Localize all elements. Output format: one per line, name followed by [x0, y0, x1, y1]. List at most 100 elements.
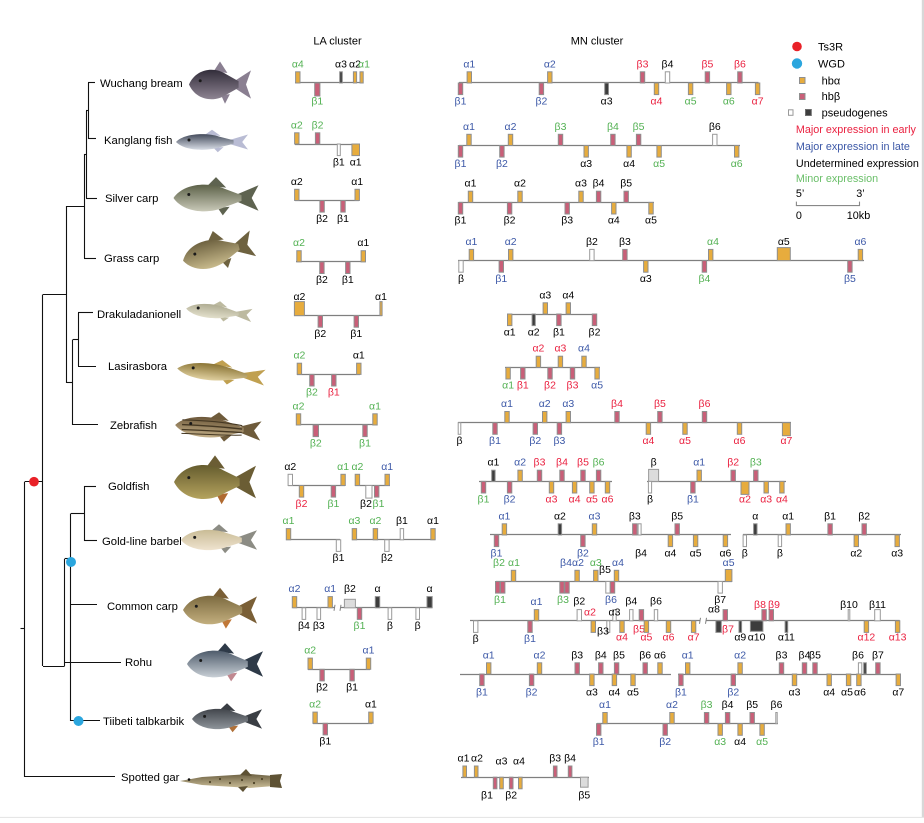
svg-text:α3: α3 — [586, 686, 598, 698]
svg-text:β1: β1 — [517, 380, 529, 392]
svg-text:α1: α1 — [369, 400, 381, 412]
svg-text:β3: β3 — [629, 510, 641, 522]
svg-text:0: 0 — [796, 210, 802, 222]
svg-text:β6: β6 — [650, 595, 662, 607]
svg-text:β1: β1 — [524, 633, 536, 645]
svg-text:β3: β3 — [776, 649, 788, 661]
svg-text:β2: β2 — [493, 557, 505, 569]
svg-text:α4: α4 — [664, 547, 676, 559]
svg-text:β1: β1 — [687, 494, 699, 506]
svg-text:α1: α1 — [427, 515, 439, 527]
svg-text:α7: α7 — [752, 95, 764, 107]
svg-text:α3: α3 — [760, 494, 772, 506]
svg-text:α1: α1 — [682, 649, 694, 661]
svg-text:Major expression in early: Major expression in early — [796, 124, 917, 136]
svg-text:β2: β2 — [312, 119, 324, 131]
svg-text:α3: α3 — [580, 158, 592, 170]
svg-text:β3: β3 — [555, 121, 567, 133]
svg-text:α4: α4 — [608, 215, 620, 227]
svg-text:β4: β4 — [556, 457, 568, 469]
svg-text:α2: α2 — [289, 583, 301, 595]
svg-text:α3: α3 — [546, 494, 558, 506]
svg-text:Lasirasbora: Lasirasbora — [108, 361, 168, 373]
svg-text:β1: β1 — [350, 328, 362, 340]
svg-text:hbα: hbα — [822, 75, 841, 87]
svg-text:β5: β5 — [599, 564, 611, 576]
svg-text:Tiibeti talbkarbik: Tiibeti talbkarbik — [103, 716, 185, 728]
svg-text:β7: β7 — [722, 623, 734, 635]
svg-text:β2: β2 — [316, 682, 328, 694]
svg-text:α5: α5 — [645, 215, 657, 227]
svg-text:α2: α2 — [528, 326, 540, 338]
svg-text:β1: β1 — [593, 736, 605, 748]
svg-text:α2: α2 — [293, 350, 305, 362]
svg-text:β5: β5 — [578, 790, 590, 802]
svg-text:α1: α1 — [531, 596, 543, 608]
svg-text:pseudogenes: pseudogenes — [822, 107, 889, 119]
svg-text:α2: α2 — [291, 176, 303, 188]
svg-text:β4: β4 — [560, 557, 572, 569]
svg-text:α5: α5 — [679, 435, 691, 447]
svg-text:β2: β2 — [586, 236, 598, 248]
svg-text:α6: α6 — [663, 631, 675, 643]
svg-text:β6: β6 — [593, 457, 605, 469]
svg-text:β5: β5 — [577, 457, 589, 469]
svg-text:β4: β4 — [607, 121, 619, 133]
svg-text:α4: α4 — [616, 631, 628, 643]
svg-text:Rohu: Rohu — [125, 657, 152, 669]
svg-text:Major expression in late: Major expression in late — [796, 141, 910, 153]
svg-text:α1: α1 — [283, 515, 295, 527]
svg-text:β1: β1 — [333, 156, 345, 168]
svg-text:β6: β6 — [639, 649, 651, 661]
svg-text:β3: β3 — [571, 649, 583, 661]
svg-text:β3: β3 — [637, 58, 649, 70]
svg-text:α: α — [374, 583, 380, 595]
svg-text:β4: β4 — [662, 58, 674, 70]
svg-text:β5: β5 — [633, 121, 645, 133]
svg-text:α1: α1 — [693, 457, 705, 469]
svg-text:α: α — [752, 510, 758, 522]
svg-text:β2: β2 — [344, 583, 356, 595]
svg-text:β1: β1 — [328, 387, 340, 399]
svg-text:β1: β1 — [396, 515, 408, 527]
svg-text:α2: α2 — [514, 457, 526, 469]
svg-text:α1: α1 — [324, 583, 336, 595]
svg-text:β5: β5 — [809, 649, 821, 661]
svg-text:α3: α3 — [335, 58, 347, 70]
svg-text:β1: β1 — [481, 790, 493, 802]
svg-text:β2: β2 — [360, 498, 372, 510]
svg-text:β: β — [473, 633, 479, 645]
svg-text:α8: α8 — [708, 603, 720, 615]
svg-text:α5: α5 — [640, 631, 652, 643]
svg-text:α5: α5 — [627, 686, 639, 698]
svg-text:α4: α4 — [292, 58, 304, 70]
svg-text:α1: α1 — [498, 510, 510, 522]
svg-text:α3: α3 — [554, 343, 566, 355]
svg-text:α2: α2 — [293, 237, 305, 249]
svg-text:β4: β4 — [298, 620, 310, 632]
svg-text:α3: α3 — [348, 515, 360, 527]
svg-text:β6: β6 — [709, 121, 721, 133]
svg-text:β1: β1 — [354, 620, 366, 632]
svg-text:α12: α12 — [858, 631, 876, 643]
svg-text:α5: α5 — [690, 547, 702, 559]
svg-text:β4: β4 — [595, 649, 607, 661]
svg-text:α1: α1 — [363, 645, 375, 657]
svg-text:α1: α1 — [487, 457, 499, 469]
svg-text:β4: β4 — [635, 547, 647, 559]
svg-text:β2: β2 — [310, 437, 322, 449]
svg-text:β8: β8 — [754, 599, 766, 611]
svg-text:β3: β3 — [534, 457, 546, 469]
svg-text:β: β — [458, 273, 464, 285]
svg-text:α2: α2 — [532, 343, 544, 355]
svg-text:β: β — [456, 435, 462, 447]
svg-text:β2: β2 — [659, 736, 671, 748]
svg-text:β3: β3 — [567, 380, 579, 392]
svg-text:β1: β1 — [333, 552, 345, 564]
svg-text:Common carp: Common carp — [107, 601, 178, 613]
svg-text:β1: β1 — [337, 213, 349, 225]
svg-text:α2: α2 — [349, 58, 361, 70]
svg-text:β5: β5 — [633, 623, 645, 635]
svg-text:β3: β3 — [557, 594, 569, 606]
svg-text:Goldfish: Goldfish — [108, 481, 149, 493]
